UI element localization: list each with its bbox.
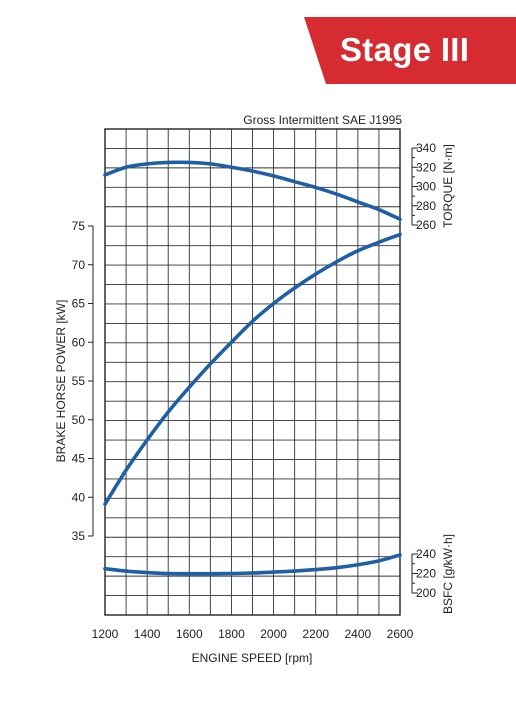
torque-tick-label: 320 [416, 160, 436, 174]
x-axis-label: ENGINE SPEED [rpm] [192, 651, 313, 665]
axis-layer: 1200 1400 1600 1800 2000 2200 2400 2600 35 40 45 50… [72, 141, 437, 641]
torque-tick-label: 340 [416, 141, 436, 155]
bsfc-tick-label: 220 [416, 567, 436, 581]
series-layer [103, 160, 402, 576]
stage-label: Stage III [340, 31, 470, 68]
power-tick-label: 55 [72, 374, 86, 388]
torque-tick-label: 260 [416, 218, 436, 232]
plot-frame [104, 128, 401, 616]
x-tick-label: 1800 [218, 627, 245, 641]
torque-curve [103, 160, 402, 222]
torque-axis-label: TORQUE [N·m] [441, 144, 455, 228]
x-tick-label: 2200 [302, 627, 329, 641]
power-tick-label: 75 [72, 219, 86, 233]
x-tick-label: 1400 [134, 627, 161, 641]
x-tick-label: 2400 [345, 627, 372, 641]
x-tick-label: 2600 [387, 627, 414, 641]
x-tick-label: 1200 [92, 627, 119, 641]
bsfc-tick-label: 240 [416, 547, 436, 561]
power-axis-label: BRAKE HORSE POWER [kW] [54, 300, 68, 463]
bsfc-tick-label: 200 [416, 586, 436, 600]
power-tick-label: 45 [72, 452, 86, 466]
power-tick-label: 70 [72, 258, 86, 272]
power-tick-label: 40 [72, 490, 86, 504]
x-tick-label: 2000 [260, 627, 287, 641]
banner-shape [304, 17, 516, 84]
torque-tick-label: 280 [416, 199, 436, 213]
bsfc-axis-label: BSFC [g/kW·h] [441, 534, 455, 614]
power-tick-label: 35 [72, 529, 86, 543]
power-curve [103, 232, 402, 507]
grid-layer [105, 129, 400, 615]
stage-banner [304, 17, 516, 84]
bsfc-curve [103, 553, 402, 576]
torque-tick-label: 300 [416, 180, 436, 194]
power-tick-label: 60 [72, 335, 86, 349]
power-tick-label: 65 [72, 297, 86, 311]
chart-title: Gross Intermittent SAE J1995 [243, 113, 402, 127]
power-tick-label: 50 [72, 413, 86, 427]
x-tick-label: 1600 [176, 627, 203, 641]
